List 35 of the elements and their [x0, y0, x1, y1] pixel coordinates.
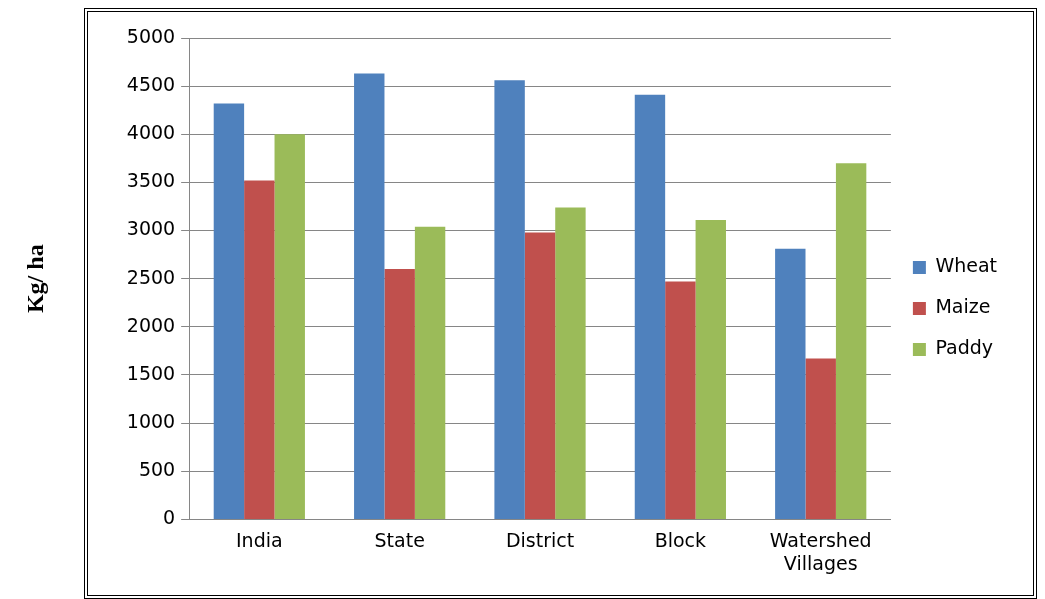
y-tick-label: 2500 — [126, 265, 176, 288]
y-tick-label: 0 — [163, 506, 176, 529]
bar — [555, 207, 586, 519]
x-tick-label: State — [374, 528, 425, 551]
bar — [244, 180, 275, 519]
bar — [354, 73, 385, 519]
y-tick-label: 3000 — [126, 217, 176, 240]
y-axis-title: Kg/ ha — [21, 244, 48, 314]
bar — [775, 248, 806, 519]
y-tick-label: 1500 — [126, 361, 176, 384]
x-tick-label: India — [236, 528, 283, 551]
y-tick-label: 4000 — [126, 121, 176, 144]
legend-label: Maize — [935, 295, 991, 318]
y-tick-label: 3500 — [126, 169, 176, 192]
bar — [665, 281, 696, 519]
y-tick-label: 4500 — [126, 73, 176, 96]
y-tick-label: 500 — [138, 458, 176, 481]
x-tick-label: Block — [654, 528, 707, 551]
bar — [384, 269, 415, 519]
x-tick-label: Watershed Villages — [769, 528, 872, 574]
y-tick-label: 2000 — [126, 313, 176, 336]
bar — [805, 358, 836, 519]
bar — [634, 94, 666, 519]
bar — [835, 163, 867, 519]
x-tick-label: District — [505, 528, 575, 551]
y-tick-label: 1000 — [126, 410, 176, 433]
bar — [414, 226, 446, 519]
bar — [695, 219, 726, 519]
bar — [494, 80, 525, 519]
y-tick-label: 5000 — [126, 24, 176, 47]
legend-label: Wheat — [935, 254, 998, 277]
bar — [524, 232, 556, 519]
legend-label: Paddy — [935, 336, 994, 359]
bar — [274, 134, 305, 519]
bar — [213, 103, 245, 519]
